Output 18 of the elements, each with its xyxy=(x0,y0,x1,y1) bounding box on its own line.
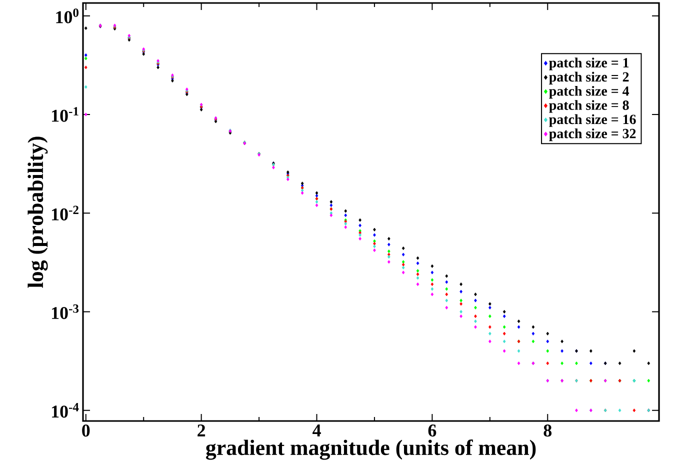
y-tick-label: 10$^{-4}$ xyxy=(52,403,79,418)
legend-label: patch size = 8 xyxy=(549,100,629,113)
y-tick-label: 10$^{0}$ xyxy=(56,8,79,24)
y-tick-label: 10$^{-3}$ xyxy=(52,304,79,320)
x-axis-title: gradient magnitude (units of mean) xyxy=(206,439,536,460)
y-tick-label: 10$^{-2}$ xyxy=(52,206,78,220)
x-tick-label: 8 xyxy=(544,424,552,437)
legend-label: patch size = 32 xyxy=(549,128,636,142)
legend-label: patch size = 1 xyxy=(549,58,629,70)
legend-label: patch size = 16 xyxy=(549,114,636,127)
legend-label: patch size = 4 xyxy=(549,86,630,99)
y-tick-label: 10$^{-1}$ xyxy=(52,107,78,122)
y-axis-title: log (probability) xyxy=(28,136,48,288)
x-tick-label: 0 xyxy=(82,424,90,437)
x-tick-label: 6 xyxy=(428,424,436,437)
x-tick-label: 2 xyxy=(198,424,206,436)
x-tick-label: 4 xyxy=(312,424,321,436)
legend-label: patch size = 2 xyxy=(549,72,629,84)
